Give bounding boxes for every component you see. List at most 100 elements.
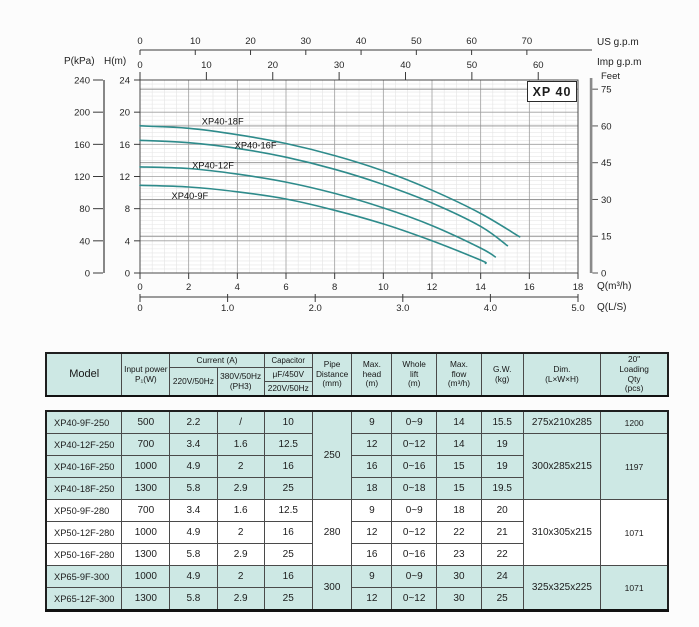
cell-input-power: 1000 (121, 455, 171, 478)
p-kpa-tick: 120 (74, 172, 90, 183)
col-header-max-head: Max. head (m) (351, 352, 393, 397)
q-ls-tick: 0 (137, 303, 142, 314)
cell-input-power: 500 (121, 410, 171, 434)
cell-gw: 20 (480, 499, 524, 522)
cell-whole-lift: 0~9 (391, 410, 438, 434)
col-header-capacitor: Capacitor μF/450V 220V/50Hz (263, 352, 313, 397)
p-axis-label: P(kPa) (64, 56, 95, 67)
cell-capacitor: 16 (263, 565, 313, 588)
cell-current-380: / (216, 410, 265, 434)
cell-input-power: 700 (121, 433, 171, 456)
cell-whole-lift: 0~16 (391, 543, 438, 566)
cell-capacitor: 25 (263, 477, 313, 500)
cell-model: XP40-12F-250 (45, 433, 123, 456)
imp-gpm-tick: 20 (267, 60, 278, 71)
cell-model: XP50-9F-280 (45, 499, 123, 522)
us-gpm-tick: 40 (356, 36, 367, 47)
curve-XP40-16F (139, 139, 509, 247)
us-gpm-tick: 10 (190, 36, 201, 47)
cell-input-power: 1300 (121, 477, 171, 500)
p-kpa-tick: 0 (85, 269, 90, 280)
col-header-current-380: 380V/50Hz (PH3) (216, 367, 265, 397)
cell-max-flow: 15 (436, 477, 482, 500)
cell-loading-qty: 1197 (600, 433, 669, 500)
cell-current-220: 5.8 (169, 543, 218, 566)
model-series-badge: XP 40 (527, 81, 577, 102)
cell-input-power: 1300 (121, 543, 171, 566)
p-kpa-tick: 160 (74, 140, 90, 151)
q-ls-tick: 3.0 (396, 303, 409, 314)
col-header-loading-qty: 20" Loading Qty (pcs) (600, 352, 669, 397)
cell-capacitor: 25 (263, 587, 313, 611)
cell-current-220: 4.9 (169, 455, 218, 478)
q-m3h-tick: 10 (378, 282, 389, 293)
h-m-tick: 12 (119, 172, 130, 183)
col-header-pipe-distance: Pipe Distance (mm) (311, 352, 353, 397)
cell-current-380: 1.6 (216, 433, 265, 456)
spec-table-header: Model Input power P₁(W) Current (A) Capacit… (45, 352, 669, 397)
cell-max-flow: 30 (436, 587, 482, 611)
imp-gpm-tick: 50 (467, 60, 478, 71)
h-m-tick: 20 (119, 108, 130, 119)
cell-whole-lift: 0~18 (391, 477, 438, 500)
col-header-max-flow: Max. flow (m³/h) (436, 352, 482, 397)
cell-gw: 24 (480, 565, 524, 588)
p-kpa-tick: 80 (79, 204, 90, 215)
q-m3h-tick: 4 (235, 282, 240, 293)
capacitor-uf: μF/450V (265, 368, 312, 382)
q-ls-tick: 4.0 (484, 303, 497, 314)
cell-model: XP50-16F-280 (45, 543, 123, 566)
cell-whole-lift: 0~12 (391, 433, 438, 456)
col-header-current-220: 220V/50Hz (169, 367, 218, 397)
pump-curve-chart: 0 10 20 30 40 50 60 700 10 20 30 40 50 60240200160120… (74, 36, 612, 314)
q-m3h-tick: 0 (137, 282, 142, 293)
cell-max-flow: 23 (436, 543, 482, 566)
h-m-tick: 0 (125, 269, 130, 280)
cell-input-power: 1000 (121, 521, 171, 544)
cell-current-220: 3.4 (169, 499, 218, 522)
curve-label-XP40-9F: XP40-9F (172, 191, 209, 201)
q-ls-tick: 1.0 (221, 303, 234, 314)
cell-capacitor: 10 (263, 410, 313, 434)
cell-capacitor: 12.5 (263, 433, 313, 456)
p-kpa-tick: 200 (74, 108, 90, 119)
cell-whole-lift: 0~12 (391, 521, 438, 544)
cell-gw: 19 (480, 433, 524, 456)
cell-max-flow: 22 (436, 521, 482, 544)
h-m-tick: 4 (125, 236, 130, 247)
cell-model: XP40-16F-250 (45, 455, 123, 478)
q-ls-axis-label: Q(L/S) (597, 302, 627, 313)
spec-row-XP50-12F-280: XP50-12F-280 1000 4.9 2 16 12 0~12 22 21 (45, 521, 668, 544)
q-ls-tick: 2.0 (309, 303, 322, 314)
imp-gpm-tick: 30 (334, 60, 345, 71)
cell-max-head: 12 (351, 521, 393, 544)
us-gpm-tick: 60 (466, 36, 477, 47)
cell-whole-lift: 0~12 (391, 587, 438, 611)
cell-current-380: 2 (216, 455, 265, 478)
cell-max-head: 9 (351, 565, 393, 588)
cell-input-power: 700 (121, 499, 171, 522)
q-m3h-tick: 8 (332, 282, 337, 293)
curve-label-XP40-18F: XP40-18F (202, 116, 244, 126)
cell-max-flow: 14 (436, 410, 482, 434)
cell-gw: 19 (480, 455, 524, 478)
us-gpm-tick: 0 (137, 36, 142, 47)
cell-dim: 325x325x225 (522, 565, 602, 611)
cell-current-380: 2 (216, 565, 265, 588)
cell-gw: 19.5 (480, 477, 524, 500)
cell-gw: 21 (480, 521, 524, 544)
spec-row-XP40-9F-250: XP40-9F-250 500 2.2/10 250 9 0~9 14 15.5 275x210… (45, 410, 669, 500)
cell-current-220: 4.9 (169, 565, 218, 588)
feet-tick: 45 (601, 158, 612, 169)
h-m-tick: 16 (119, 140, 130, 151)
feet-tick: 0 (601, 269, 606, 280)
col-header-gw: G.W. (kg) (480, 352, 524, 397)
us-gpm-tick: 20 (245, 36, 256, 47)
cell-max-head: 16 (351, 543, 393, 566)
feet-axis-bar (589, 78, 593, 273)
cell-capacitor: 12.5 (263, 499, 313, 522)
col-header-current: Current (A) (169, 352, 265, 369)
feet-tick: 15 (601, 232, 612, 243)
cell-current-380: 2.9 (216, 543, 265, 566)
q-ls-tick: 5.0 (571, 303, 584, 314)
